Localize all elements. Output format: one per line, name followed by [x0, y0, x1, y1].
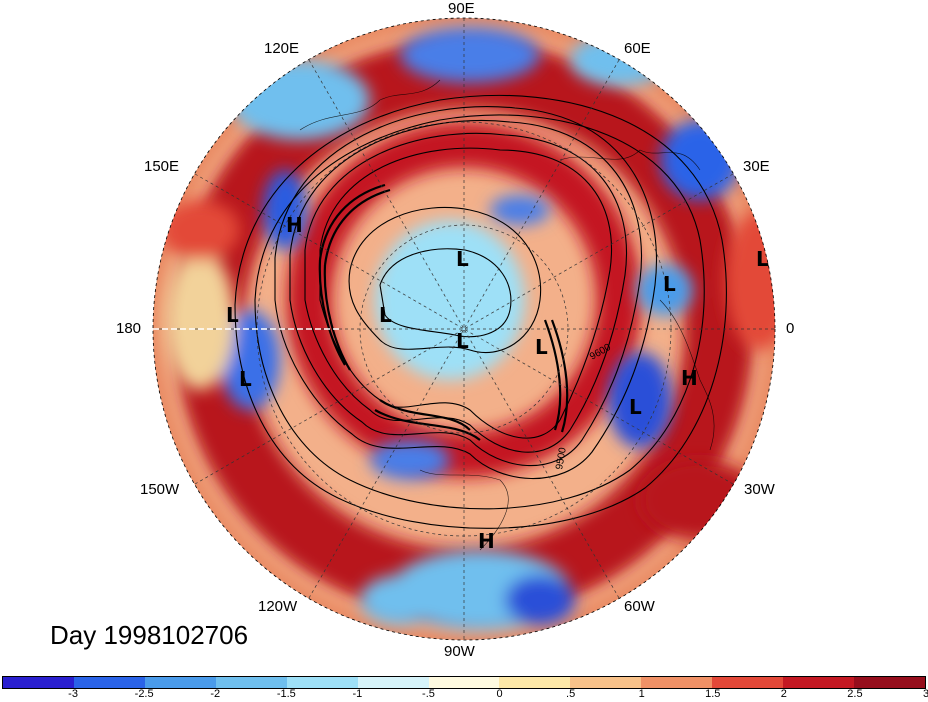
- colorbar-tick-label: 0: [496, 688, 503, 700]
- low-pressure-marker: L: [456, 329, 469, 353]
- colorbar-swatch: [783, 677, 855, 688]
- longitude-label-120w: 120W: [258, 598, 298, 615]
- longitude-label-30w: 30W: [744, 481, 775, 498]
- day-title: Day 1998102706: [50, 620, 249, 650]
- colorbar-tick-label: 2.5: [847, 688, 863, 700]
- low-pressure-marker: L: [456, 247, 469, 271]
- colorbar-labels: -3 -2.5 -2 -1.5 -1 -.5 0 .5 1 1.5 2 2.5 3: [0, 688, 928, 702]
- low-pressure-marker: L: [226, 303, 239, 327]
- colorbar-tick-label: 1: [638, 688, 645, 700]
- low-pressure-marker: L: [535, 335, 548, 359]
- colorbar-tick-label: 1.5: [705, 688, 721, 700]
- longitude-label-60w: 60W: [624, 598, 655, 615]
- longitude-label-180: 180: [116, 320, 142, 337]
- low-pressure-marker: L: [629, 395, 642, 419]
- colorbar-swatch: [144, 677, 216, 688]
- longitude-label-30e: 30E: [743, 158, 770, 175]
- low-pressure-marker: L: [239, 367, 252, 391]
- colorbar-swatch: [428, 677, 500, 688]
- colorbar-tick-label: 2: [780, 688, 787, 700]
- longitude-label-60e: 60E: [624, 40, 651, 57]
- colorbar: [2, 676, 926, 689]
- high-pressure-marker: H: [681, 366, 698, 390]
- colorbar-swatch: [357, 677, 429, 688]
- contour-label: 9500: [554, 446, 569, 470]
- colorbar-swatch: [712, 677, 784, 688]
- contour-lines: [234, 94, 727, 529]
- colorbar-swatch: [215, 677, 287, 688]
- high-pressure-marker: H: [478, 529, 495, 553]
- colorbar-tick-label: -2.5: [134, 688, 154, 700]
- colorbar-swatch: [641, 677, 713, 688]
- anomaly-field: [153, 18, 775, 640]
- colorbar-tick-label: 3: [922, 688, 928, 700]
- longitude-label-0: 0: [786, 320, 795, 337]
- longitude-label-90e: 90E: [448, 0, 475, 17]
- colorbar-tick-label: -1: [352, 688, 363, 700]
- high-pressure-marker: H: [286, 213, 303, 237]
- low-pressure-marker: L: [379, 303, 392, 327]
- colorbar-swatch: [3, 677, 74, 688]
- colorbar-swatch: [499, 677, 571, 688]
- colorbar-tick-label: -3: [68, 688, 78, 700]
- colorbar-swatch: [854, 677, 925, 688]
- longitude-label-150w: 150W: [140, 481, 180, 498]
- colorbar-swatch: [286, 677, 358, 688]
- colorbar-swatch: [570, 677, 642, 688]
- colorbar-swatch: [73, 677, 145, 688]
- low-pressure-marker: L: [663, 272, 676, 296]
- colorbar-tick-label: -.5: [422, 688, 435, 700]
- longitude-label-120e: 120E: [264, 40, 300, 57]
- colorbar-tick-label: .5: [566, 688, 576, 700]
- longitude-label-90w: 90W: [444, 643, 475, 660]
- colorbar-tick-label: -2: [210, 688, 221, 700]
- low-pressure-marker: L: [756, 247, 769, 271]
- colorbar-tick-label: -1.5: [276, 688, 296, 700]
- longitude-label-150e: 150E: [144, 158, 180, 175]
